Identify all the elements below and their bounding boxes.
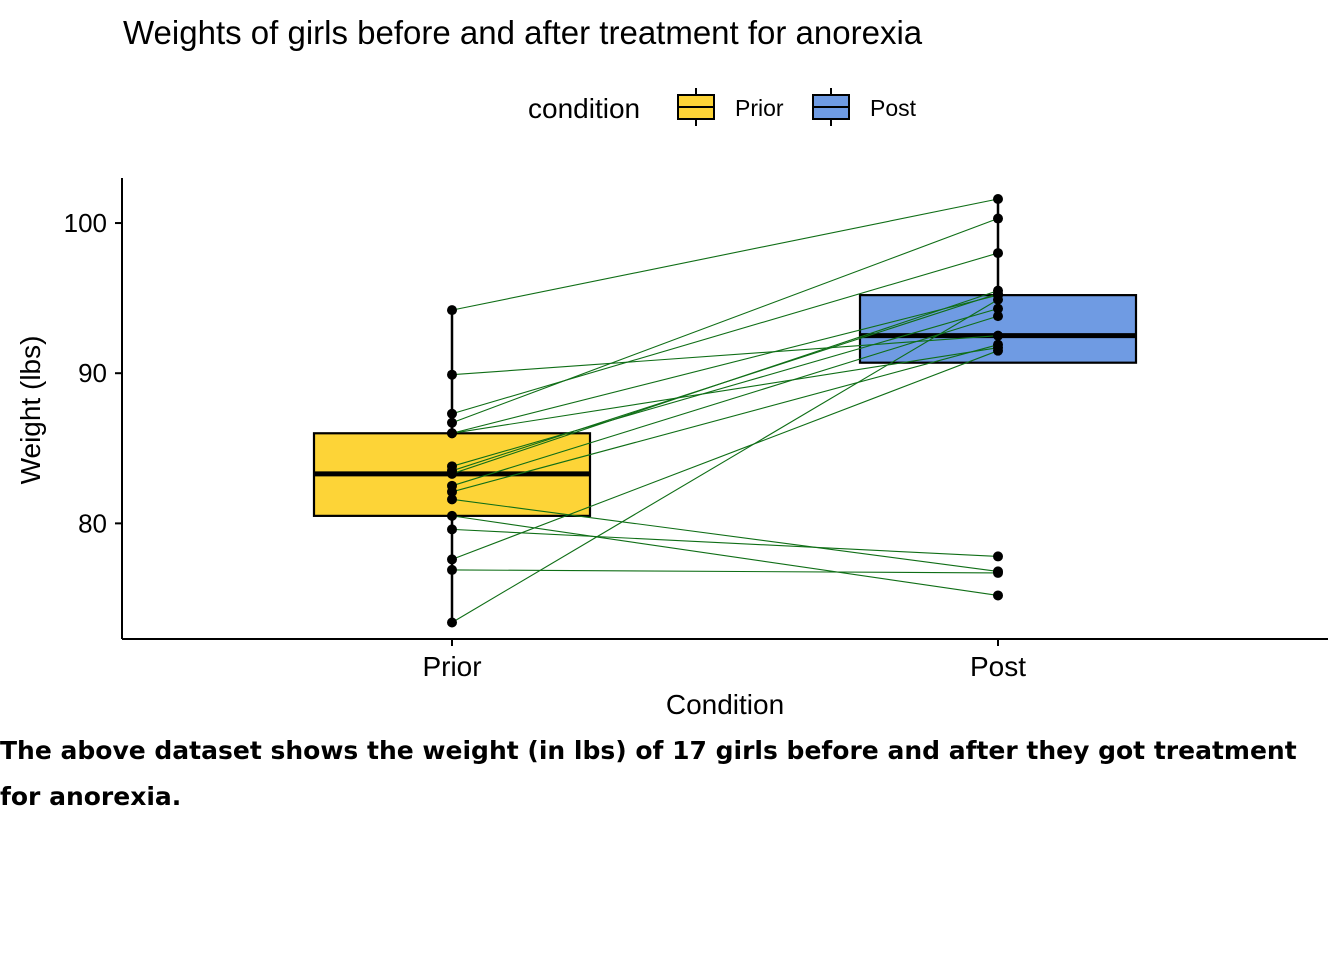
y-tick-label-100: 100 <box>64 208 107 238</box>
point-prior-12 <box>447 494 457 505</box>
point-post-14 <box>993 551 1003 562</box>
paired-lines <box>451 198 999 623</box>
pair-line-2 <box>451 335 999 376</box>
chart: Weights of girls before and after treatm… <box>15 14 1328 720</box>
point-post-13 <box>993 590 1003 601</box>
point-prior-16 <box>447 564 457 575</box>
legend-title: condition <box>528 93 640 124</box>
pair-line-12 <box>451 498 999 572</box>
x-ticks: Prior Post <box>422 639 1026 682</box>
legend-key-prior <box>677 88 715 126</box>
x-tick-label-post: Post <box>970 651 1026 682</box>
point-post-7 <box>993 303 1003 314</box>
pair-line-5 <box>451 294 999 434</box>
pair-line-7 <box>451 308 999 467</box>
chart-title: Weights of girls before and after treatm… <box>123 14 923 51</box>
pair-line-16 <box>451 569 999 574</box>
point-prior-9 <box>447 468 457 479</box>
data-points <box>447 194 1003 628</box>
point-post-9 <box>993 285 1003 296</box>
pair-line-15 <box>451 350 999 560</box>
point-prior-1 <box>447 305 457 316</box>
caption: The above dataset shows the weight (in l… <box>0 736 1297 811</box>
point-prior-14 <box>447 524 457 535</box>
point-post-4 <box>993 213 1003 224</box>
point-prior-15 <box>447 554 457 565</box>
y-ticks: 80 90 100 <box>64 208 122 538</box>
point-post-3 <box>993 248 1003 259</box>
point-post-17 <box>993 294 1003 305</box>
point-prior-13 <box>447 510 457 521</box>
pair-line-14 <box>451 528 999 557</box>
point-prior-4 <box>447 417 457 428</box>
pair-line-17 <box>451 299 999 623</box>
point-post-15 <box>993 345 1003 356</box>
x-axis-title: Condition <box>666 689 784 720</box>
pair-line-11 <box>451 344 999 493</box>
x-tick-label-prior: Prior <box>422 651 481 682</box>
plot-area: 80 90 100 Prior Post <box>64 178 1328 682</box>
point-prior-6 <box>447 428 457 439</box>
pair-line-6 <box>451 347 999 434</box>
point-prior-11 <box>447 486 457 497</box>
point-prior-3 <box>447 408 457 419</box>
pair-line-9 <box>451 290 999 475</box>
y-tick-label-80: 80 <box>78 508 107 538</box>
legend-label-prior: Prior <box>735 95 784 121</box>
pair-line-4 <box>451 218 999 424</box>
point-post-10 <box>993 311 1003 322</box>
point-post-1 <box>993 194 1003 205</box>
legend-label-post: Post <box>870 95 917 121</box>
point-post-2 <box>993 330 1003 341</box>
legend: condition Prior Post <box>528 88 917 126</box>
pair-line-13 <box>451 515 999 596</box>
pair-line-3 <box>451 252 999 415</box>
pair-line-1 <box>451 198 999 311</box>
point-prior-17 <box>447 617 457 628</box>
y-tick-label-90: 90 <box>78 358 107 388</box>
point-prior-2 <box>447 369 457 380</box>
point-post-16 <box>993 567 1003 578</box>
pair-line-10 <box>451 315 999 487</box>
boxes <box>312 199 1138 623</box>
legend-key-post <box>812 88 850 126</box>
y-axis-title: Weight (lbs) <box>15 336 46 485</box>
